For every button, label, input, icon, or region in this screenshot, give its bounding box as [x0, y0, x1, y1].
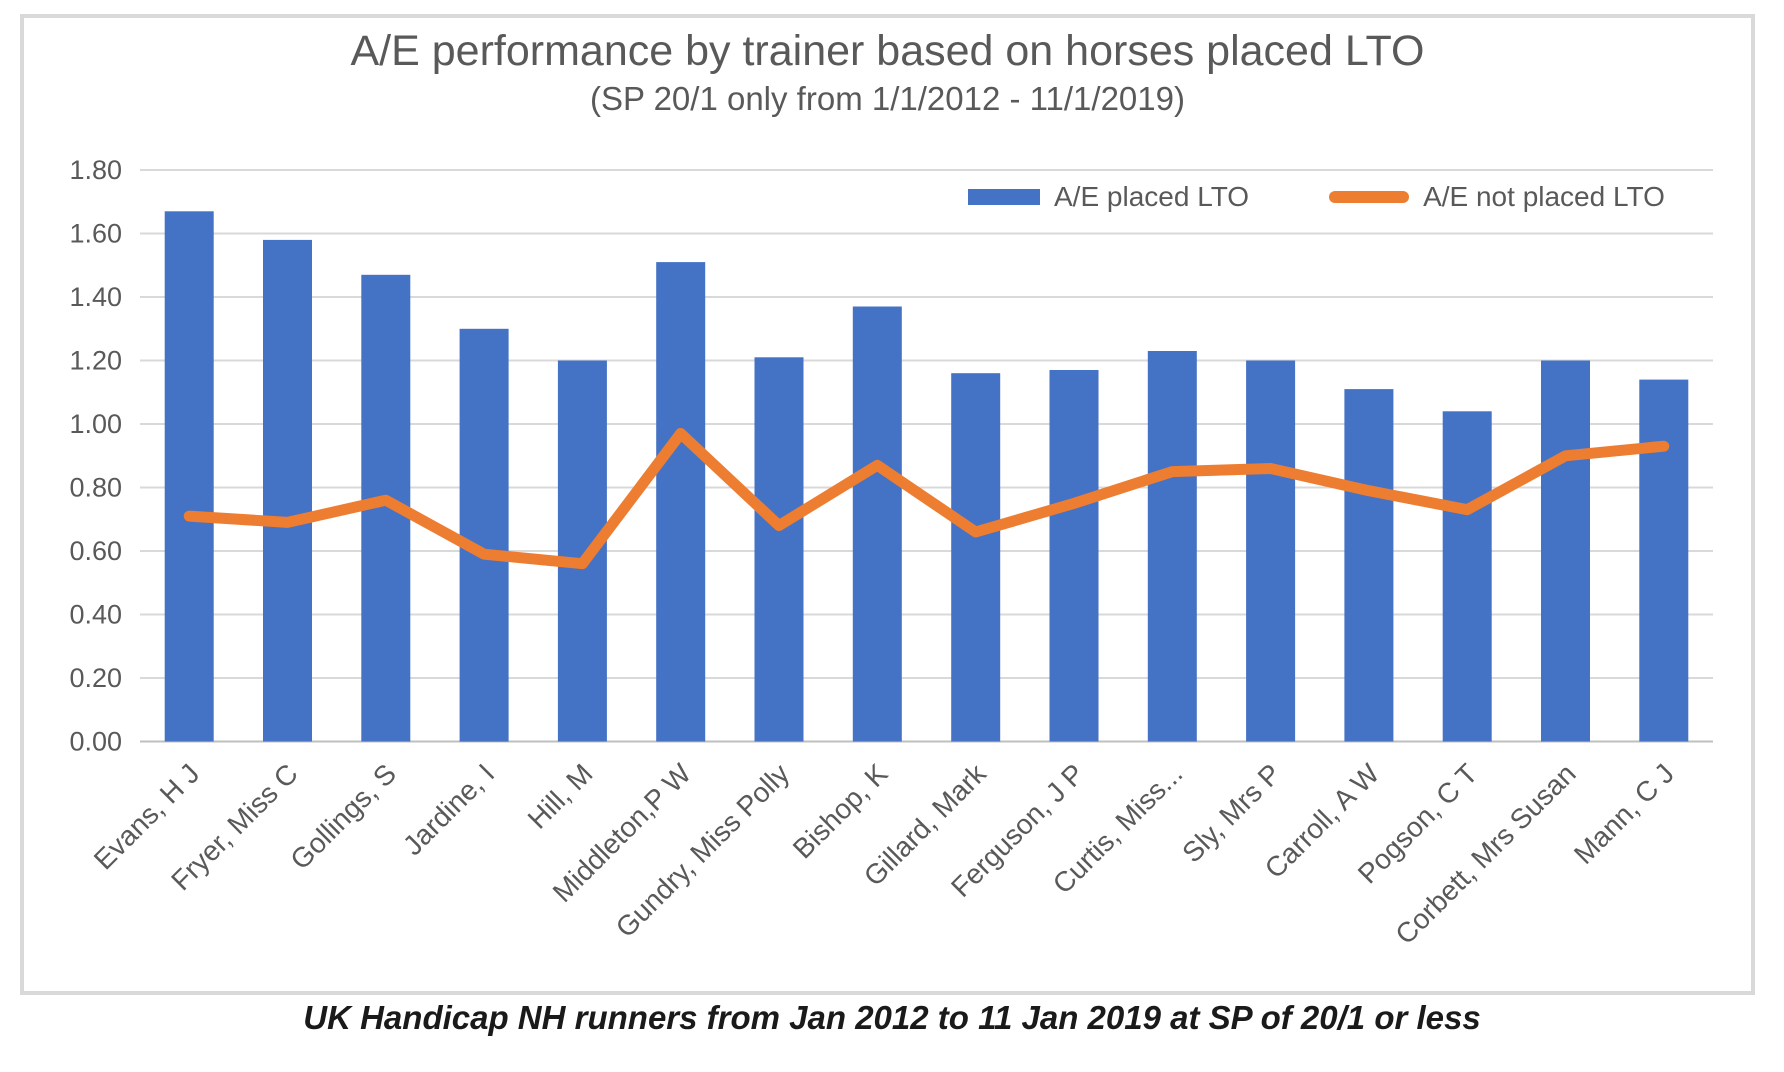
chart-subtitle: (SP 20/1 only from 1/1/2012 - 11/1/2019)	[590, 80, 1185, 118]
y-axis-tick-label: 0.40	[69, 600, 122, 630]
bar-5	[656, 262, 706, 742]
y-axis-tick-label: 1.80	[69, 155, 122, 185]
x-axis-label: Bishop, K	[787, 758, 894, 865]
bar-11	[1246, 360, 1296, 742]
bar-13	[1442, 411, 1492, 742]
y-axis-tick-label: 0.20	[69, 663, 122, 693]
bar-8	[951, 373, 1001, 742]
legend-item-placed-lto: A/E placed LTO	[968, 181, 1249, 213]
legend-label-not-placed-lto: A/E not placed LTO	[1423, 181, 1665, 212]
legend-label-placed-lto: A/E placed LTO	[1054, 181, 1250, 212]
y-axis-tick-label: 1.20	[69, 346, 122, 376]
bar-9	[1049, 370, 1099, 742]
x-axis-label: Corbett, Mrs Susan	[1389, 758, 1581, 950]
bar-7	[852, 306, 902, 742]
y-axis-tick-label: 0.80	[69, 473, 122, 503]
bar-6	[754, 357, 804, 742]
legend-line-swatch	[1329, 191, 1410, 203]
bar-14	[1541, 360, 1590, 742]
plot-area: 0.00 0.20 0.40 0.60 0.80 1.00 1.20 1.40 1.60 1.80…	[69, 155, 1713, 950]
footer-caption: UK Handicap NH runners from Jan 2012 to …	[303, 999, 1481, 1036]
x-axis-label: Gollings, S	[284, 758, 402, 876]
legend: A/E placed LTO A/E not placed LTO	[968, 181, 1665, 213]
chart-title: A/E performance by trainer based on hors…	[350, 27, 1425, 75]
bar-0	[164, 211, 214, 742]
bar-12	[1344, 389, 1394, 742]
y-axis-tick-label: 1.40	[69, 282, 122, 312]
x-axis-label: Hill, M	[522, 758, 599, 835]
bar-10	[1147, 351, 1197, 742]
x-axis-label: Gundry, Miss Polly	[610, 758, 795, 943]
legend-item-not-placed-lto: A/E not placed LTO	[1329, 181, 1665, 213]
bar-4	[557, 360, 607, 742]
y-axis-tick-label: 1.60	[69, 219, 122, 249]
bar-3	[459, 328, 509, 742]
bar-1	[263, 239, 312, 742]
legend-bar-swatch	[968, 189, 1040, 205]
chart-frame: A/E performance by trainer based on hors…	[20, 14, 1755, 995]
y-axis-tick-label: 0.60	[69, 536, 122, 566]
x-axis-label: Jardine, I	[397, 758, 500, 861]
y-axis-tick-label: 1.00	[69, 409, 122, 439]
y-axis-tick-label: 0.00	[69, 727, 122, 757]
line-series	[183, 428, 1670, 570]
bar-15	[1639, 379, 1689, 742]
x-axis-label: Mann, C J	[1568, 758, 1680, 870]
